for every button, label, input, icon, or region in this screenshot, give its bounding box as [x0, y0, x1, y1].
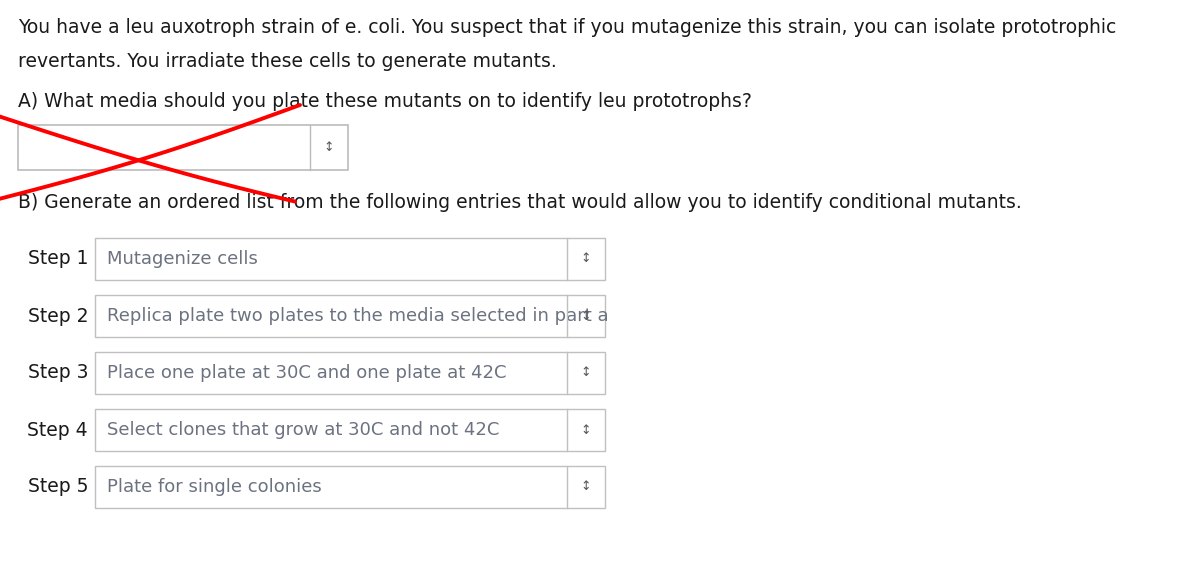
Text: Step 2: Step 2: [28, 306, 88, 325]
Text: revertants. You irradiate these cells to generate mutants.: revertants. You irradiate these cells to…: [18, 52, 557, 71]
Text: Select clones that grow at 30C and not 42C: Select clones that grow at 30C and not 4…: [107, 421, 499, 439]
Text: ↕: ↕: [581, 366, 592, 380]
Text: Step 1: Step 1: [28, 250, 88, 268]
Text: B) Generate an ordered list from the following entries that would allow you to i: B) Generate an ordered list from the fol…: [18, 193, 1021, 212]
Text: ↕: ↕: [581, 424, 592, 437]
Bar: [95, 352, 605, 394]
Bar: [95, 238, 605, 280]
Text: Step 5: Step 5: [28, 478, 88, 496]
Text: Replica plate two plates to the media selected in part a: Replica plate two plates to the media se…: [107, 307, 608, 325]
Bar: [95, 409, 605, 451]
Text: Step 3: Step 3: [28, 363, 88, 383]
Text: ↕: ↕: [581, 253, 592, 265]
Text: Mutagenize cells: Mutagenize cells: [107, 250, 258, 268]
Bar: [95, 295, 605, 337]
Text: Step 4: Step 4: [28, 421, 88, 440]
Text: You have a leu auxotroph strain of e. coli. You suspect that if you mutagenize t: You have a leu auxotroph strain of e. co…: [18, 18, 1116, 37]
Text: ↕: ↕: [581, 481, 592, 493]
Text: Place one plate at 30C and one plate at 42C: Place one plate at 30C and one plate at …: [107, 364, 506, 382]
Text: ↕: ↕: [581, 309, 592, 322]
Text: ↕: ↕: [324, 141, 335, 154]
Bar: [95, 466, 605, 508]
Text: Plate for single colonies: Plate for single colonies: [107, 478, 322, 496]
Bar: [18, 125, 348, 170]
Text: A) What media should you plate these mutants on to identify leu prototrophs?: A) What media should you plate these mut…: [18, 92, 752, 111]
